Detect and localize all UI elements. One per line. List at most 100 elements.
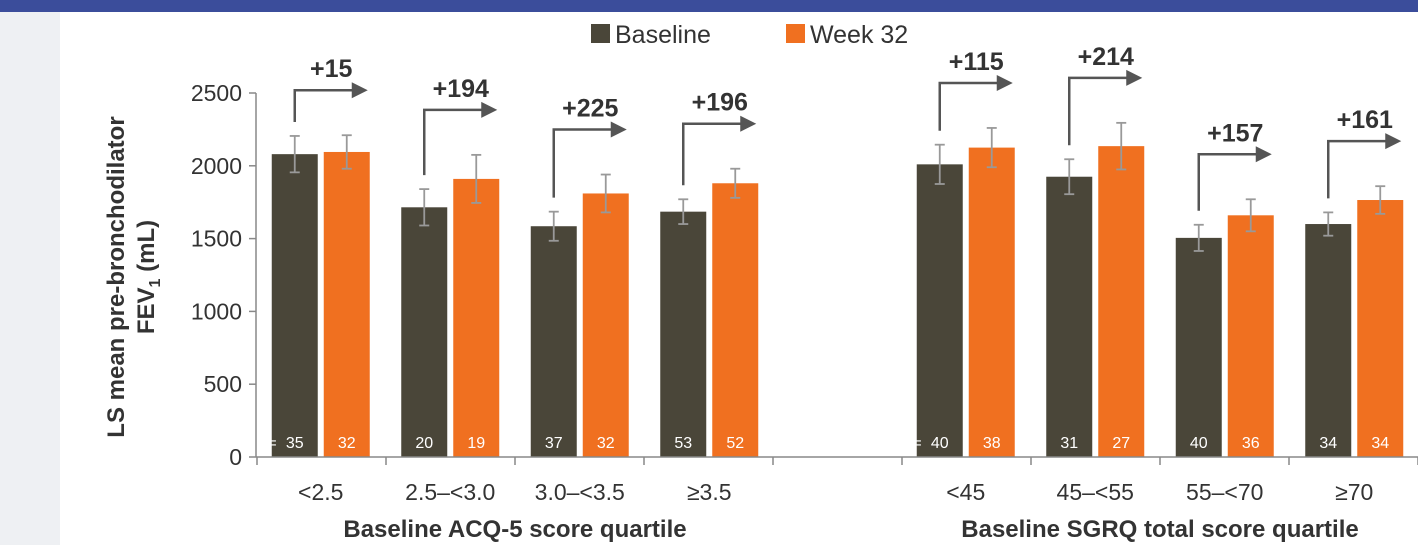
x-category-label: <2.5 (298, 479, 343, 505)
bar-week32 (453, 178, 500, 458)
n-label-week32: 34 (1371, 435, 1389, 452)
change-arrow-line (293, 88, 354, 122)
n-label-week32: 36 (1242, 435, 1260, 452)
change-arrow (552, 121, 627, 198)
change-arrow-head (610, 121, 627, 138)
change-arrow-line (1327, 139, 1388, 199)
y-axis-title-unit: (mL) (133, 220, 160, 279)
bar-week32 (1357, 200, 1404, 458)
error-bar (986, 127, 997, 169)
change-value-label: +15 (310, 55, 353, 83)
error-bar (1193, 223, 1204, 252)
error-bar (548, 210, 559, 242)
change-arrow-line (423, 108, 484, 176)
change-arrow-head (996, 74, 1013, 91)
left-strip (0, 12, 60, 545)
y-tick-label: 2500 (191, 80, 242, 106)
change-value-label: +196 (692, 89, 748, 117)
bar-baseline (1175, 237, 1222, 457)
error-bar (1116, 121, 1127, 171)
n-label-baseline: 34 (1319, 435, 1337, 452)
legend-swatch-week32 (786, 24, 805, 43)
n-label-baseline: 20 (415, 435, 433, 452)
y-tick-label: 1500 (191, 226, 242, 252)
change-value-label: +194 (433, 75, 489, 103)
x-category-label: 55–<70 (1186, 479, 1263, 505)
bar-week32 (582, 193, 629, 458)
error-bar (1323, 211, 1334, 237)
y-tick-label: 500 (204, 371, 242, 397)
change-arrow (423, 101, 498, 176)
change-arrow-head (351, 82, 368, 99)
n-label-week32: 52 (726, 435, 744, 452)
legend-swatch-baseline (591, 24, 610, 43)
n-prefix-label: N= (256, 435, 277, 452)
x-category-label: 2.5–<3.0 (405, 479, 495, 505)
change-arrow-line (1197, 153, 1258, 211)
bar-baseline (1046, 176, 1093, 457)
legend-label-week32: Week 32 (810, 21, 908, 49)
error-bar (1064, 158, 1075, 196)
n-label-baseline: 40 (931, 435, 949, 452)
n-label-week32: 38 (983, 435, 1001, 452)
bar-baseline (271, 154, 318, 458)
change-value-label: +157 (1207, 119, 1263, 147)
error-bar (600, 173, 611, 214)
y-tick-label: 1000 (191, 298, 242, 324)
error-bar (419, 188, 430, 227)
bars-layer: 35 32 N= 20 19 37 32 53 52 40 38 N= 31 27 40 36 34 34 (256, 121, 1404, 458)
x-category-label: 45–<55 (1057, 479, 1134, 505)
n-label-baseline: 31 (1060, 435, 1078, 452)
bar-baseline (530, 226, 577, 457)
n-label-week32: 19 (467, 435, 485, 452)
y-axis-title-line1: LS mean pre-bronchodilator (103, 116, 130, 437)
n-prefix-label: N= (901, 435, 922, 452)
change-arrow (1197, 146, 1272, 211)
change-arrow-head (1385, 133, 1402, 150)
x-category-label: ≥70 (1335, 479, 1373, 505)
n-label-week32: 32 (597, 435, 615, 452)
x-category-label: ≥3.5 (687, 479, 732, 505)
y-axis-title-subscript: 1 (147, 278, 164, 287)
n-label-week32: 32 (338, 435, 356, 452)
x-category-label: <45 (946, 479, 985, 505)
change-arrow-head (481, 101, 498, 118)
legend: Baseline Week 32 (591, 21, 908, 49)
y-axis-title-line2: FEV1 (mL) (133, 220, 164, 334)
x-group-title: Baseline ACQ-5 score quartile (343, 516, 686, 543)
change-arrow (938, 74, 1013, 131)
error-bar (934, 143, 945, 185)
bar-baseline (1305, 224, 1352, 457)
bar-baseline (916, 164, 963, 457)
change-annotations: +15 +194 +225 +196 +115 +214 +157 +161 (293, 43, 1402, 211)
change-arrow-line (938, 81, 999, 131)
n-label-baseline: 35 (286, 435, 304, 452)
change-arrow-head (1126, 69, 1143, 86)
y-tick-label: 2000 (191, 153, 242, 179)
y-tick-label: 0 (229, 444, 242, 470)
bar-baseline (660, 211, 707, 457)
change-arrow-line (552, 128, 613, 198)
error-bar (341, 134, 352, 170)
change-arrow-head (740, 115, 757, 132)
top-band (0, 0, 1418, 12)
n-label-baseline: 53 (674, 435, 692, 452)
bar-week32 (1098, 146, 1145, 458)
bar-baseline (401, 207, 448, 457)
bar-week32 (323, 151, 370, 457)
change-arrow-line (682, 122, 743, 186)
error-bar (730, 167, 741, 199)
n-label-week32: 27 (1112, 435, 1130, 452)
change-value-label: +225 (562, 95, 618, 123)
error-bar (1245, 198, 1256, 233)
n-label-baseline: 40 (1190, 435, 1208, 452)
y-axis-title: LS mean pre-bronchodilator (103, 116, 130, 437)
y-axis: 0 500 1000 1500 2000 2500 (191, 80, 257, 470)
change-arrow (682, 115, 757, 186)
error-bar (678, 198, 689, 225)
x-category-label: 3.0–<3.5 (535, 479, 625, 505)
change-value-label: +115 (949, 48, 1004, 76)
error-bar (471, 153, 482, 204)
